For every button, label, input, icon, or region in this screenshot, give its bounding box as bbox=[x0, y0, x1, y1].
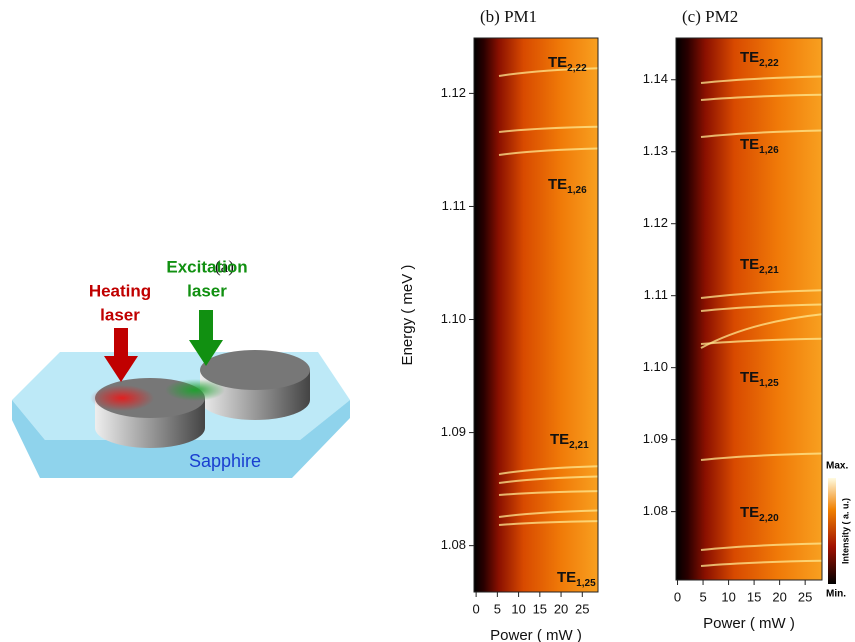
x-tick-label: 25 bbox=[798, 589, 812, 604]
chart-title: (c) PM2 bbox=[682, 7, 738, 26]
excitation-label: Excitation bbox=[166, 257, 247, 276]
mode-label-sub: 2,21 bbox=[569, 440, 589, 451]
y-tick-label: 1.11 bbox=[644, 287, 668, 302]
x-tick-label: 20 bbox=[554, 601, 568, 616]
mode-label-sub: 1,25 bbox=[759, 378, 779, 389]
mode-label-text: TE bbox=[740, 504, 759, 521]
excitation-spot bbox=[165, 379, 225, 401]
mode-label-sub: 1,25 bbox=[576, 578, 596, 589]
figure: (a) Heating laser Excitation laser Sapph… bbox=[0, 0, 855, 642]
x-tick-label: 0 bbox=[473, 601, 480, 616]
x-tick-label: 15 bbox=[747, 589, 761, 604]
x-tick-label: 0 bbox=[674, 589, 681, 604]
y-tick-label: 1.11 bbox=[442, 198, 466, 213]
mode-label-text: TE bbox=[740, 136, 759, 153]
heatmap bbox=[474, 38, 598, 592]
heating-spot bbox=[90, 385, 154, 411]
x-tick-label: 25 bbox=[575, 601, 589, 616]
mode-label-text: TE bbox=[548, 54, 567, 71]
x-axis-label: Power ( mW ) bbox=[703, 615, 795, 632]
heating-label: laser bbox=[100, 305, 140, 324]
y-tick-label: 1.12 bbox=[643, 215, 668, 230]
chart-title: (b) PM1 bbox=[480, 7, 537, 26]
x-tick-label: 5 bbox=[699, 589, 706, 604]
heatmap bbox=[676, 38, 822, 580]
mode-label-sub: 1,26 bbox=[759, 145, 779, 156]
x-tick-label: 10 bbox=[721, 589, 735, 604]
y-tick-label: 1.08 bbox=[643, 503, 668, 518]
substrate-label: Sapphire bbox=[189, 451, 261, 471]
colorbar bbox=[828, 478, 836, 584]
mode-label-text: TE bbox=[740, 256, 759, 273]
excitation-label: laser bbox=[187, 281, 227, 300]
mode-label-text: TE bbox=[548, 176, 567, 193]
mode-label-text: TE bbox=[557, 569, 576, 586]
y-tick-label: 1.12 bbox=[441, 85, 466, 100]
mode-label-text: TE bbox=[740, 369, 759, 386]
x-axis-label: Power ( mW ) bbox=[490, 627, 582, 642]
mode-label-sub: 2,22 bbox=[759, 58, 779, 69]
mode-label-sub: 2,22 bbox=[567, 63, 587, 74]
x-tick-label: 15 bbox=[533, 601, 547, 616]
y-tick-label: 1.08 bbox=[441, 537, 466, 552]
y-tick-label: 1.14 bbox=[643, 71, 668, 86]
mode-label-sub: 2,21 bbox=[759, 265, 779, 276]
y-tick-label: 1.09 bbox=[441, 424, 466, 439]
heating-label: Heating bbox=[89, 281, 151, 300]
y-tick-label: 1.10 bbox=[441, 311, 466, 326]
y-tick-label: 1.09 bbox=[643, 431, 668, 446]
page: {"panel_a":{"label":"(a)","heating_laser… bbox=[0, 0, 855, 642]
mode-label-sub: 2,20 bbox=[759, 513, 779, 524]
y-tick-label: 1.10 bbox=[643, 359, 668, 374]
y-axis-label: Energy ( meV ) bbox=[399, 265, 416, 366]
mode-label-text: TE bbox=[550, 431, 569, 448]
x-tick-label: 20 bbox=[772, 589, 786, 604]
colorbar-max: Max. bbox=[826, 461, 848, 472]
colorbar-title: Intensity ( a. u.) bbox=[840, 498, 850, 564]
x-tick-label: 10 bbox=[511, 601, 525, 616]
panel-a: (a) Heating laser Excitation laser Sapph… bbox=[12, 257, 350, 478]
y-tick-label: 1.13 bbox=[643, 143, 668, 158]
colorbar-min: Min. bbox=[826, 589, 846, 600]
mode-label-sub: 1,26 bbox=[567, 185, 587, 196]
x-tick-label: 5 bbox=[494, 601, 501, 616]
mode-label-text: TE bbox=[740, 49, 759, 66]
